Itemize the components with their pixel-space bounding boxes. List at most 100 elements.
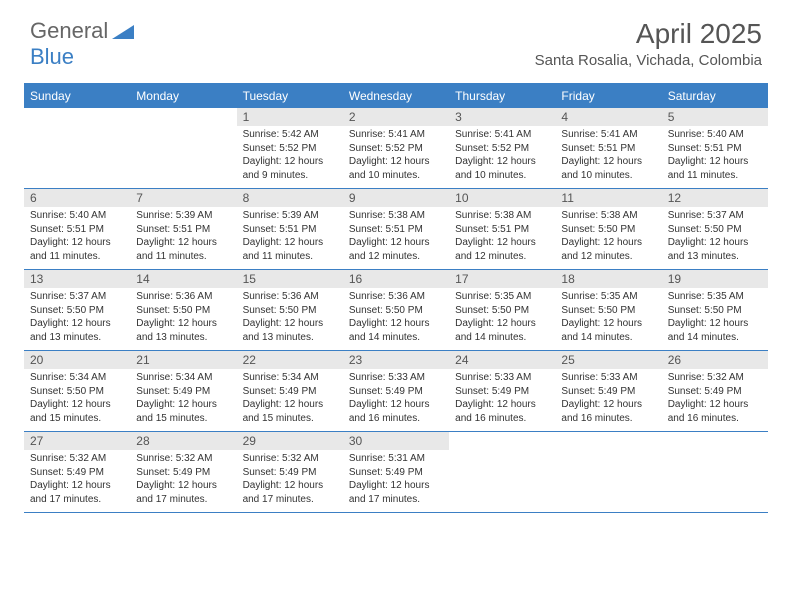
day-header: Saturday [662, 84, 768, 108]
day-cell: 27Sunrise: 5:32 AMSunset: 5:49 PMDayligh… [24, 432, 130, 512]
day-number: 17 [449, 270, 555, 288]
day-cell: 24Sunrise: 5:33 AMSunset: 5:49 PMDayligh… [449, 351, 555, 431]
day-info: Sunrise: 5:33 AMSunset: 5:49 PMDaylight:… [449, 369, 555, 425]
day-number: 15 [237, 270, 343, 288]
week-row: 20Sunrise: 5:34 AMSunset: 5:50 PMDayligh… [24, 351, 768, 432]
day-info: Sunrise: 5:38 AMSunset: 5:50 PMDaylight:… [555, 207, 661, 263]
day-cell: 20Sunrise: 5:34 AMSunset: 5:50 PMDayligh… [24, 351, 130, 431]
day-info: Sunrise: 5:32 AMSunset: 5:49 PMDaylight:… [130, 450, 236, 506]
header: General April 2025 Santa Rosalia, Vichad… [0, 0, 792, 77]
day-cell: 16Sunrise: 5:36 AMSunset: 5:50 PMDayligh… [343, 270, 449, 350]
logo-triangle-icon [112, 23, 134, 39]
day-info: Sunrise: 5:34 AMSunset: 5:49 PMDaylight:… [237, 369, 343, 425]
month-title: April 2025 [535, 18, 762, 50]
week-row: 1Sunrise: 5:42 AMSunset: 5:52 PMDaylight… [24, 108, 768, 189]
day-cell [662, 432, 768, 512]
day-info: Sunrise: 5:36 AMSunset: 5:50 PMDaylight:… [343, 288, 449, 344]
day-cell: 18Sunrise: 5:35 AMSunset: 5:50 PMDayligh… [555, 270, 661, 350]
day-cell: 2Sunrise: 5:41 AMSunset: 5:52 PMDaylight… [343, 108, 449, 188]
day-header: Friday [555, 84, 661, 108]
week-row: 27Sunrise: 5:32 AMSunset: 5:49 PMDayligh… [24, 432, 768, 513]
day-cell [130, 108, 236, 188]
day-info: Sunrise: 5:35 AMSunset: 5:50 PMDaylight:… [449, 288, 555, 344]
day-header: Tuesday [237, 84, 343, 108]
day-number: 19 [662, 270, 768, 288]
day-header: Wednesday [343, 84, 449, 108]
day-cell: 13Sunrise: 5:37 AMSunset: 5:50 PMDayligh… [24, 270, 130, 350]
day-info: Sunrise: 5:35 AMSunset: 5:50 PMDaylight:… [555, 288, 661, 344]
day-info: Sunrise: 5:33 AMSunset: 5:49 PMDaylight:… [343, 369, 449, 425]
day-info: Sunrise: 5:37 AMSunset: 5:50 PMDaylight:… [24, 288, 130, 344]
location: Santa Rosalia, Vichada, Colombia [535, 52, 762, 69]
day-info: Sunrise: 5:36 AMSunset: 5:50 PMDaylight:… [130, 288, 236, 344]
day-cell: 21Sunrise: 5:34 AMSunset: 5:49 PMDayligh… [130, 351, 236, 431]
day-info: Sunrise: 5:42 AMSunset: 5:52 PMDaylight:… [237, 126, 343, 182]
day-header: Sunday [24, 84, 130, 108]
day-number: 18 [555, 270, 661, 288]
day-info: Sunrise: 5:39 AMSunset: 5:51 PMDaylight:… [130, 207, 236, 263]
day-number: 27 [24, 432, 130, 450]
day-number: 22 [237, 351, 343, 369]
day-number: 3 [449, 108, 555, 126]
day-number: 8 [237, 189, 343, 207]
day-cell: 25Sunrise: 5:33 AMSunset: 5:49 PMDayligh… [555, 351, 661, 431]
day-info: Sunrise: 5:32 AMSunset: 5:49 PMDaylight:… [237, 450, 343, 506]
day-number: 26 [662, 351, 768, 369]
logo-text-general: General [30, 18, 108, 44]
day-number: 14 [130, 270, 236, 288]
day-info: Sunrise: 5:38 AMSunset: 5:51 PMDaylight:… [343, 207, 449, 263]
day-number: 25 [555, 351, 661, 369]
day-info: Sunrise: 5:41 AMSunset: 5:52 PMDaylight:… [449, 126, 555, 182]
day-number: 10 [449, 189, 555, 207]
logo: General [30, 18, 134, 44]
day-cell: 5Sunrise: 5:40 AMSunset: 5:51 PMDaylight… [662, 108, 768, 188]
day-info: Sunrise: 5:37 AMSunset: 5:50 PMDaylight:… [662, 207, 768, 263]
day-cell: 30Sunrise: 5:31 AMSunset: 5:49 PMDayligh… [343, 432, 449, 512]
day-cell [449, 432, 555, 512]
day-cell: 3Sunrise: 5:41 AMSunset: 5:52 PMDaylight… [449, 108, 555, 188]
day-info: Sunrise: 5:34 AMSunset: 5:49 PMDaylight:… [130, 369, 236, 425]
calendar: Sunday Monday Tuesday Wednesday Thursday… [24, 83, 768, 513]
day-number: 23 [343, 351, 449, 369]
week-row: 13Sunrise: 5:37 AMSunset: 5:50 PMDayligh… [24, 270, 768, 351]
day-cell: 29Sunrise: 5:32 AMSunset: 5:49 PMDayligh… [237, 432, 343, 512]
day-number: 5 [662, 108, 768, 126]
day-number: 30 [343, 432, 449, 450]
day-cell: 17Sunrise: 5:35 AMSunset: 5:50 PMDayligh… [449, 270, 555, 350]
day-info: Sunrise: 5:41 AMSunset: 5:51 PMDaylight:… [555, 126, 661, 182]
logo-text-blue: Blue [30, 44, 74, 70]
day-info: Sunrise: 5:35 AMSunset: 5:50 PMDaylight:… [662, 288, 768, 344]
day-number: 28 [130, 432, 236, 450]
day-info: Sunrise: 5:41 AMSunset: 5:52 PMDaylight:… [343, 126, 449, 182]
day-cell: 12Sunrise: 5:37 AMSunset: 5:50 PMDayligh… [662, 189, 768, 269]
day-info: Sunrise: 5:32 AMSunset: 5:49 PMDaylight:… [24, 450, 130, 506]
day-header: Thursday [449, 84, 555, 108]
day-number: 16 [343, 270, 449, 288]
day-number: 21 [130, 351, 236, 369]
day-header: Monday [130, 84, 236, 108]
day-number: 20 [24, 351, 130, 369]
day-cell: 23Sunrise: 5:33 AMSunset: 5:49 PMDayligh… [343, 351, 449, 431]
day-number: 24 [449, 351, 555, 369]
day-number: 6 [24, 189, 130, 207]
day-cell: 22Sunrise: 5:34 AMSunset: 5:49 PMDayligh… [237, 351, 343, 431]
day-number: 7 [130, 189, 236, 207]
day-cell: 10Sunrise: 5:38 AMSunset: 5:51 PMDayligh… [449, 189, 555, 269]
day-header-row: Sunday Monday Tuesday Wednesday Thursday… [24, 84, 768, 108]
day-number: 29 [237, 432, 343, 450]
day-info: Sunrise: 5:31 AMSunset: 5:49 PMDaylight:… [343, 450, 449, 506]
day-cell: 28Sunrise: 5:32 AMSunset: 5:49 PMDayligh… [130, 432, 236, 512]
day-info: Sunrise: 5:34 AMSunset: 5:50 PMDaylight:… [24, 369, 130, 425]
day-cell: 8Sunrise: 5:39 AMSunset: 5:51 PMDaylight… [237, 189, 343, 269]
day-number: 4 [555, 108, 661, 126]
day-cell: 7Sunrise: 5:39 AMSunset: 5:51 PMDaylight… [130, 189, 236, 269]
day-cell: 4Sunrise: 5:41 AMSunset: 5:51 PMDaylight… [555, 108, 661, 188]
day-cell: 11Sunrise: 5:38 AMSunset: 5:50 PMDayligh… [555, 189, 661, 269]
day-cell: 26Sunrise: 5:32 AMSunset: 5:49 PMDayligh… [662, 351, 768, 431]
day-cell [24, 108, 130, 188]
day-info: Sunrise: 5:33 AMSunset: 5:49 PMDaylight:… [555, 369, 661, 425]
day-cell: 19Sunrise: 5:35 AMSunset: 5:50 PMDayligh… [662, 270, 768, 350]
day-cell: 14Sunrise: 5:36 AMSunset: 5:50 PMDayligh… [130, 270, 236, 350]
day-info: Sunrise: 5:40 AMSunset: 5:51 PMDaylight:… [662, 126, 768, 182]
day-cell: 15Sunrise: 5:36 AMSunset: 5:50 PMDayligh… [237, 270, 343, 350]
